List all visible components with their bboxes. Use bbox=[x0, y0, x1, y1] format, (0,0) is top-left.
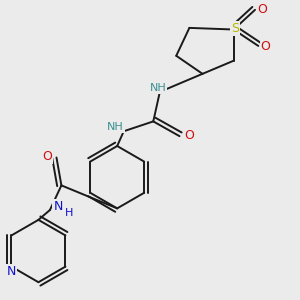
Text: N: N bbox=[53, 200, 63, 213]
Text: O: O bbox=[42, 150, 52, 163]
Text: NH: NH bbox=[150, 83, 166, 93]
Text: N: N bbox=[7, 265, 16, 278]
Text: H: H bbox=[65, 208, 73, 218]
Text: O: O bbox=[257, 3, 267, 16]
Text: O: O bbox=[184, 129, 194, 142]
Text: NH: NH bbox=[107, 122, 124, 132]
Text: O: O bbox=[261, 40, 270, 53]
Text: S: S bbox=[231, 22, 239, 35]
